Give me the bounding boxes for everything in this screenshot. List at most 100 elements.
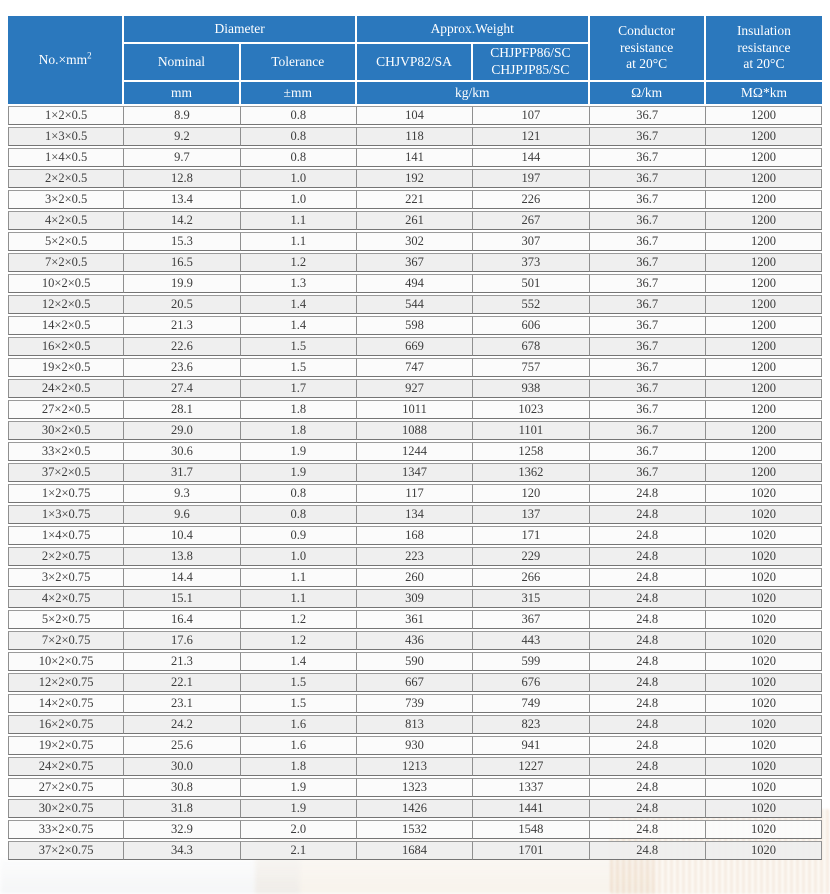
col-header-insulation-resistance: Insulation resistance at 20°C <box>705 16 823 80</box>
cell: 1×4×0.75 <box>8 526 125 545</box>
table-row: 37×2×0.5 31.7 1.9 1347 1362 36.7 1200 <box>8 463 823 482</box>
cell: 8.9 <box>124 106 241 125</box>
cell: 2×2×0.75 <box>8 547 125 566</box>
unit-plus-minus-mm: ±mm <box>240 82 357 104</box>
table-row: 5×2×0.75 16.4 1.2 361 367 24.8 1020 <box>8 610 823 629</box>
cell: 436 <box>356 631 474 650</box>
table-row: 2×2×0.5 12.8 1.0 192 197 36.7 1200 <box>8 169 823 188</box>
cell: 24.2 <box>124 715 241 734</box>
col-header-chjpfp86: CHJPFP86/SC CHJPJP85/SC <box>473 44 590 80</box>
cell: 261 <box>356 211 474 230</box>
cell: 1200 <box>705 148 823 167</box>
cell: 1213 <box>356 757 474 776</box>
cell: 3×2×0.5 <box>8 190 125 209</box>
cell: 1426 <box>356 799 474 818</box>
cell: 1020 <box>705 694 823 713</box>
cell: 1020 <box>705 757 823 776</box>
cell: 24.8 <box>589 694 706 713</box>
insulation-resistance-line: resistance <box>737 39 791 55</box>
cell: 24×2×0.75 <box>8 757 125 776</box>
cell: 17.6 <box>124 631 241 650</box>
cell: 30.8 <box>124 778 241 797</box>
cell: 361 <box>356 610 474 629</box>
table-row: 24×2×0.75 30.0 1.8 1213 1227 24.8 1020 <box>8 757 823 776</box>
cell: 9.2 <box>124 127 241 146</box>
cell: 1200 <box>705 253 823 272</box>
cell: 9.7 <box>124 148 241 167</box>
cell: 19.9 <box>124 274 241 293</box>
cell: 1020 <box>705 715 823 734</box>
cell: 34.3 <box>124 841 241 860</box>
cell: 37×2×0.5 <box>8 463 125 482</box>
conductor-resistance-line: resistance <box>620 39 674 55</box>
table-row: 7×2×0.5 16.5 1.2 367 373 36.7 1200 <box>8 253 823 272</box>
cell: 9.3 <box>124 484 241 503</box>
insulation-resistance-line: Insulation <box>736 22 791 38</box>
cell: 15.1 <box>124 589 241 608</box>
cell: 23.6 <box>124 358 241 377</box>
cell: 24.8 <box>589 610 706 629</box>
cell: 24.8 <box>589 715 706 734</box>
cell: 1200 <box>705 358 823 377</box>
cell: 1.4 <box>240 316 357 335</box>
cell: 1.8 <box>240 400 357 419</box>
cell: 1.7 <box>240 379 357 398</box>
cell: 36.7 <box>589 106 706 125</box>
cell: 192 <box>356 169 474 188</box>
cell: 1.2 <box>240 610 357 629</box>
cell: 1020 <box>705 652 823 671</box>
cell: 13.8 <box>124 547 241 566</box>
cell: 1200 <box>705 106 823 125</box>
cell: 1020 <box>705 778 823 797</box>
cell: 24.8 <box>589 631 706 650</box>
cell: 23.1 <box>124 694 241 713</box>
cell: 1200 <box>705 400 823 419</box>
cell: 16×2×0.75 <box>8 715 125 734</box>
no-mm2-label: No.×mm <box>38 51 88 67</box>
cell: 1.1 <box>240 568 357 587</box>
cell: 1.9 <box>240 778 357 797</box>
cell: 12×2×0.5 <box>8 295 125 314</box>
cell: 141 <box>356 148 474 167</box>
cell: 1.4 <box>240 295 357 314</box>
cell: 24.8 <box>589 820 706 839</box>
cell: 10×2×0.75 <box>8 652 125 671</box>
cell: 1020 <box>705 736 823 755</box>
cell: 5×2×0.5 <box>8 232 125 251</box>
col-header-chjvp82: CHJVP82/SA <box>356 44 474 80</box>
col-header-nominal: Nominal <box>124 44 241 80</box>
header-row-units: mm ±mm kg/km Ω/km MΩ*km <box>8 82 823 104</box>
no-mm2-superscript: 2 <box>87 50 92 61</box>
cell: 37×2×0.75 <box>8 841 125 860</box>
cell: 1.6 <box>240 736 357 755</box>
cell: 1020 <box>705 820 823 839</box>
cell: 0.9 <box>240 526 357 545</box>
cell: 1258 <box>473 442 590 461</box>
cell: 21.3 <box>124 316 241 335</box>
cell: 36.7 <box>589 379 706 398</box>
cell: 669 <box>356 337 474 356</box>
cell: 1441 <box>473 799 590 818</box>
cell: 36.7 <box>589 463 706 482</box>
cell: 24.8 <box>589 652 706 671</box>
cell: 1020 <box>705 631 823 650</box>
table-row: 1×3×0.75 9.6 0.8 134 137 24.8 1020 <box>8 505 823 524</box>
cell: 813 <box>356 715 474 734</box>
watermark-haze <box>0 859 300 894</box>
cell: 1.5 <box>240 337 357 356</box>
cell: 22.1 <box>124 673 241 692</box>
cell: 14.2 <box>124 211 241 230</box>
cell: 12×2×0.75 <box>8 673 125 692</box>
cell: 36.7 <box>589 190 706 209</box>
cell: 0.8 <box>240 106 357 125</box>
cell: 1200 <box>705 169 823 188</box>
conductor-resistance-line: Conductor <box>618 22 676 38</box>
cell: 107 <box>473 106 590 125</box>
cell: 36.7 <box>589 295 706 314</box>
cell: 4×2×0.75 <box>8 589 125 608</box>
cell: 36.7 <box>589 337 706 356</box>
cell: 1347 <box>356 463 474 482</box>
cell: 33×2×0.75 <box>8 820 125 839</box>
cell: 1088 <box>356 421 474 440</box>
cell: 1.5 <box>240 673 357 692</box>
